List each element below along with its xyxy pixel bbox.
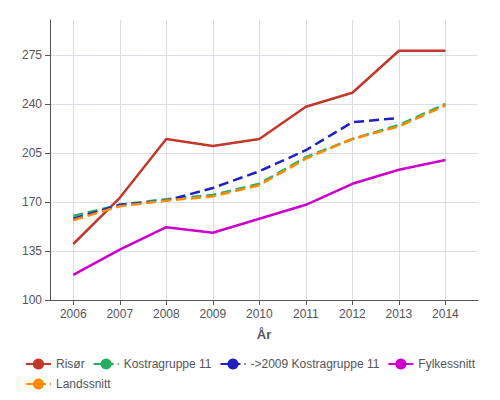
svg-text:2014: 2014 (432, 307, 459, 321)
svg-text:2010: 2010 (246, 307, 273, 321)
svg-text:135: 135 (22, 244, 42, 258)
svg-text:Kostragruppe 11: Kostragruppe 11 (124, 357, 212, 371)
svg-text:100: 100 (22, 293, 42, 307)
svg-text:240: 240 (22, 97, 42, 111)
svg-text:->2009 Kostragruppe 11: ->2009 Kostragruppe 11 (250, 357, 379, 371)
svg-text:2009: 2009 (199, 307, 226, 321)
svg-text:År: År (257, 327, 271, 342)
svg-text:2008: 2008 (153, 307, 180, 321)
svg-text:275: 275 (22, 48, 42, 62)
svg-text:Risør: Risør (56, 357, 85, 371)
svg-text:205: 205 (22, 146, 42, 160)
svg-text:Fylkessnitt: Fylkessnitt (418, 357, 475, 371)
svg-text:2013: 2013 (386, 307, 413, 321)
svg-text:2011: 2011 (293, 307, 319, 321)
svg-text:Landssnitt: Landssnitt (56, 377, 111, 391)
svg-text:170: 170 (22, 195, 42, 209)
svg-text:2006: 2006 (60, 307, 87, 321)
svg-text:2007: 2007 (106, 307, 133, 321)
svg-text:2012: 2012 (339, 307, 366, 321)
